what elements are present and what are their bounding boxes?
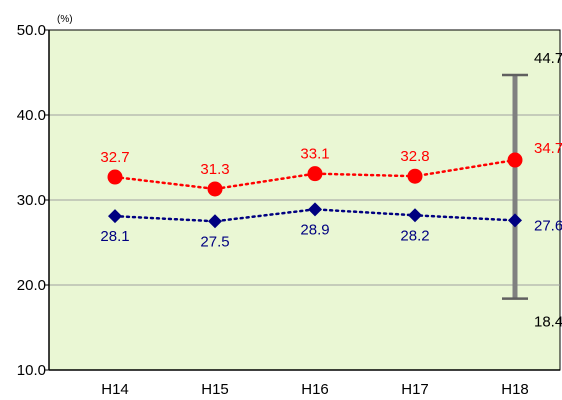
gridlines <box>49 114 560 286</box>
series-2-marker <box>408 208 422 223</box>
x-tick-label: H17 <box>401 381 429 398</box>
series-2-marker <box>308 202 322 217</box>
x-tick-label: H18 <box>501 381 529 398</box>
y-tick-label: 20.0 <box>17 277 46 294</box>
series-1-marker <box>107 169 123 185</box>
data-label-series-1: 33.1 <box>300 146 329 163</box>
data-label-series-1: 32.8 <box>400 148 429 165</box>
data-label-series-1: 34.7 <box>534 140 562 157</box>
data-label-series-2: 28.2 <box>400 227 429 244</box>
x-tick-label: H14 <box>101 381 129 398</box>
y-tick-label: 10.0 <box>17 362 46 379</box>
series-1-marker <box>407 168 423 184</box>
data-label-series-2: 28.9 <box>300 221 329 238</box>
data-label-series-2: 28.1 <box>100 228 129 245</box>
range-bar-group: 44.7 18.4 <box>502 50 562 331</box>
range-min-label: 18.4 <box>534 314 562 331</box>
series-group <box>107 152 523 229</box>
series-line-1 <box>113 158 517 191</box>
series-2-marker <box>108 209 122 224</box>
range-max-label: 44.7 <box>534 50 562 67</box>
series-1-marker <box>307 166 323 182</box>
data-label-series-1: 32.7 <box>100 149 129 166</box>
data-label-series-2: 27.6 <box>534 217 562 234</box>
series-1-marker <box>507 152 523 168</box>
y-tick-label: 30.0 <box>17 192 46 209</box>
x-tick-label: H15 <box>201 381 229 398</box>
y-tick-label: 40.0 <box>17 107 46 124</box>
x-tick-label: H16 <box>301 381 329 398</box>
y-tick-label: 50.0 <box>17 22 46 39</box>
data-label-series-2: 27.5 <box>200 233 229 250</box>
axes: 50.0 40.0 30.0 20.0 10.0 H14 H15 H16 H17 H18 <box>17 22 560 398</box>
data-labels: 32.7 31.3 33.1 32.8 34.7 28.1 27.5 28.9 28.2 27.6 <box>100 140 562 250</box>
data-label-series-1: 31.3 <box>200 161 229 178</box>
series-1-marker <box>207 181 223 197</box>
y-axis-unit-label: (%) <box>57 14 73 25</box>
series-2-marker <box>508 213 522 228</box>
series-2-marker <box>208 214 222 229</box>
